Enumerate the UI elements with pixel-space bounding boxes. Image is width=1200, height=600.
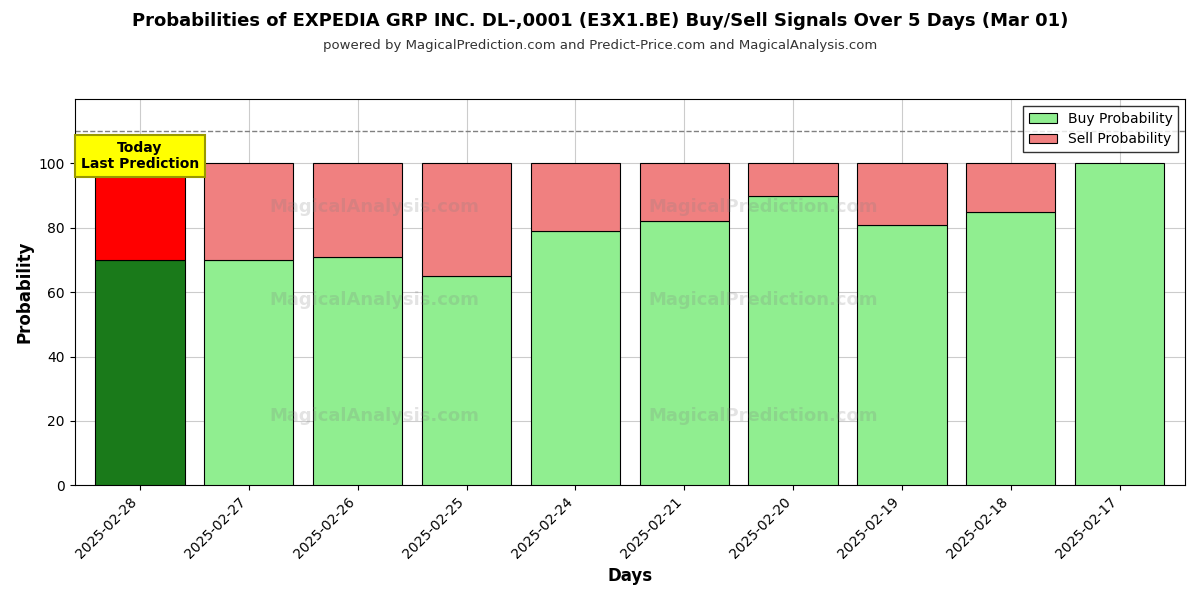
Bar [422, 163, 511, 276]
Bar [313, 257, 402, 485]
Legend: Buy Probability, Sell Probability: Buy Probability, Sell Probability [1024, 106, 1178, 152]
Bar [857, 224, 947, 485]
Bar [749, 163, 838, 196]
Bar [95, 163, 185, 260]
Bar [749, 196, 838, 485]
Bar [966, 163, 1056, 212]
Text: MagicalPrediction.com: MagicalPrediction.com [648, 407, 878, 425]
Text: MagicalAnalysis.com: MagicalAnalysis.com [270, 407, 479, 425]
Bar [313, 163, 402, 257]
Text: MagicalAnalysis.com: MagicalAnalysis.com [270, 198, 479, 216]
Bar [204, 163, 294, 260]
Text: MagicalPrediction.com: MagicalPrediction.com [648, 198, 878, 216]
Bar [95, 260, 185, 485]
Text: powered by MagicalPrediction.com and Predict-Price.com and MagicalAnalysis.com: powered by MagicalPrediction.com and Pre… [323, 38, 877, 52]
Bar [640, 163, 728, 221]
Text: MagicalAnalysis.com: MagicalAnalysis.com [270, 291, 479, 309]
Text: MagicalPrediction.com: MagicalPrediction.com [648, 291, 878, 309]
Bar [966, 212, 1056, 485]
X-axis label: Days: Days [607, 567, 653, 585]
Text: Today
Last Prediction: Today Last Prediction [80, 141, 199, 171]
Bar [1075, 163, 1164, 485]
Bar [422, 276, 511, 485]
Y-axis label: Probability: Probability [16, 241, 34, 343]
Bar [530, 163, 620, 231]
Bar [857, 163, 947, 224]
Bar [530, 231, 620, 485]
Bar [640, 221, 728, 485]
Bar [204, 260, 294, 485]
Text: Probabilities of EXPEDIA GRP INC. DL-,0001 (E3X1.BE) Buy/Sell Signals Over 5 Day: Probabilities of EXPEDIA GRP INC. DL-,00… [132, 12, 1068, 30]
